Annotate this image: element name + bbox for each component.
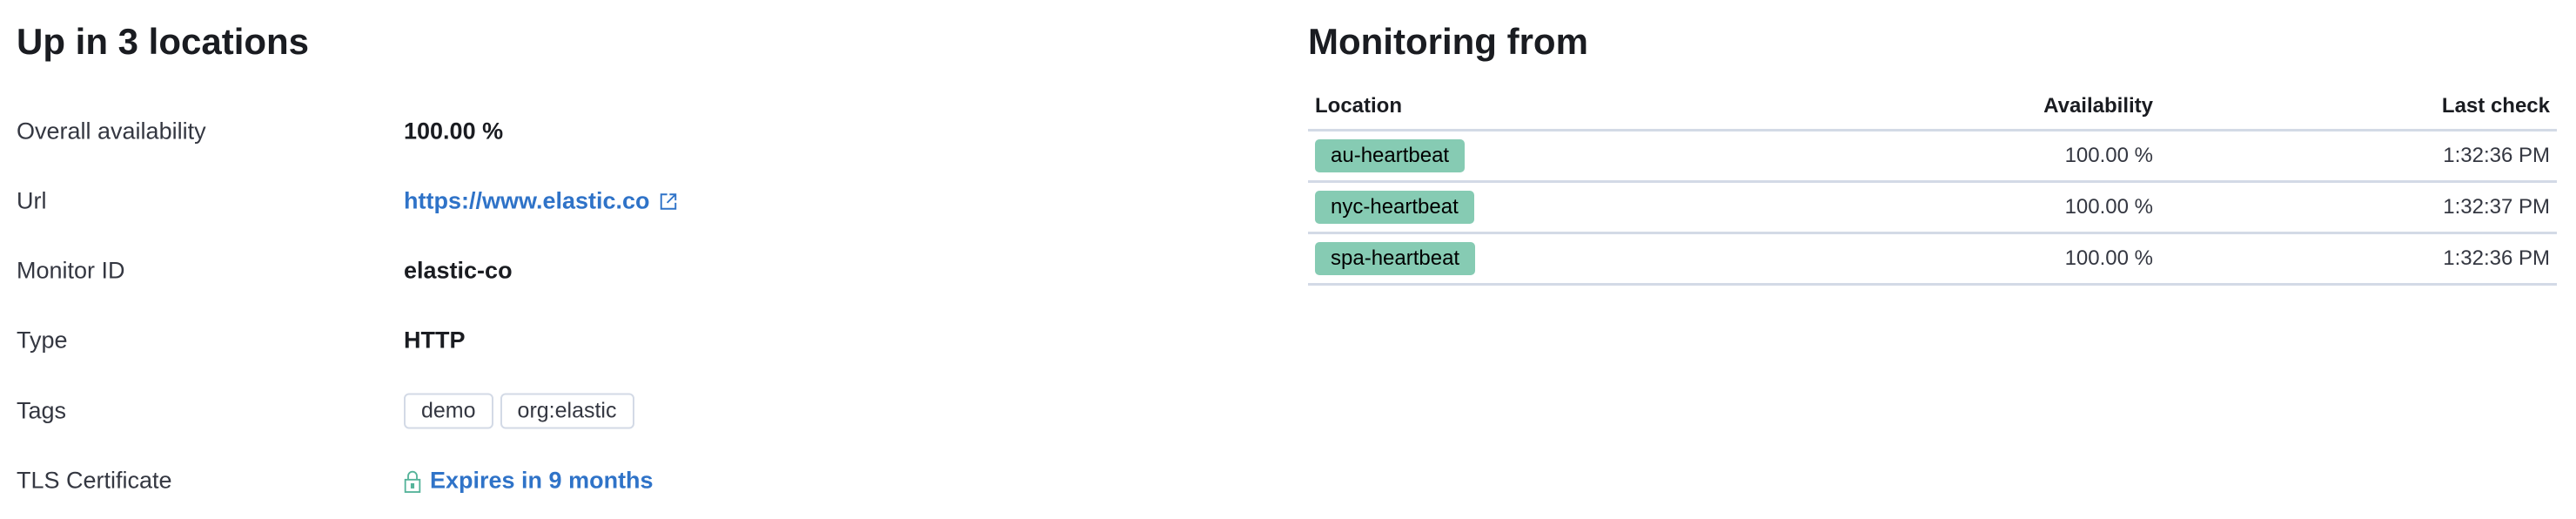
availability-cell: 100.00 % — [1868, 233, 2160, 286]
value-availability: 100.00 % — [404, 118, 504, 145]
summary-title: Up in 3 locations — [17, 21, 310, 62]
table-row: spa-heartbeat 100.00 % 1:32:36 PM — [1308, 233, 2557, 286]
url-link[interactable]: https://www.elastic.co — [404, 187, 650, 214]
availability-cell: 100.00 % — [1868, 130, 2160, 183]
last-check-cell: 1:32:36 PM — [2160, 233, 2557, 286]
table-row: au-heartbeat 100.00 % 1:32:36 PM — [1308, 130, 2557, 183]
location-badge: spa-heartbeat — [1315, 242, 1476, 275]
tag-badge[interactable]: org:elastic — [500, 393, 634, 429]
monitoring-title: Monitoring from — [1308, 21, 1588, 62]
column-availability: Availability — [1868, 87, 2160, 131]
tls-row: Expires in 9 months — [404, 468, 654, 495]
tls-certificate-link[interactable]: Expires in 9 months — [430, 467, 654, 494]
last-check-cell: 1:32:37 PM — [2160, 181, 2557, 234]
label-monitor-id: Monitor ID — [17, 257, 125, 284]
locations-table: Location Availability Last check au-hear… — [1308, 87, 2557, 286]
label-url: Url — [17, 187, 47, 214]
last-check-cell: 1:32:36 PM — [2160, 130, 2557, 183]
table-row: nyc-heartbeat 100.00 % 1:32:37 PM — [1308, 181, 2557, 234]
availability-cell: 100.00 % — [1868, 181, 2160, 234]
location-badge: au-heartbeat — [1315, 139, 1466, 172]
label-availability: Overall availability — [17, 118, 206, 145]
lock-icon — [404, 470, 421, 493]
url-row: https://www.elastic.co — [404, 188, 678, 215]
column-last-check: Last check — [2160, 87, 2557, 131]
label-tags: Tags — [17, 397, 67, 424]
label-type: Type — [17, 327, 68, 354]
external-link-icon[interactable] — [659, 192, 678, 211]
table-header-row: Location Availability Last check — [1308, 87, 2557, 131]
tags-list: demo org:elastic — [404, 393, 634, 429]
value-monitor-id: elastic-co — [404, 257, 513, 284]
location-badge: nyc-heartbeat — [1315, 191, 1474, 224]
value-type: HTTP — [404, 327, 466, 354]
label-tls: TLS Certificate — [17, 467, 172, 494]
tag-badge[interactable]: demo — [404, 393, 493, 429]
column-location: Location — [1308, 87, 1868, 131]
